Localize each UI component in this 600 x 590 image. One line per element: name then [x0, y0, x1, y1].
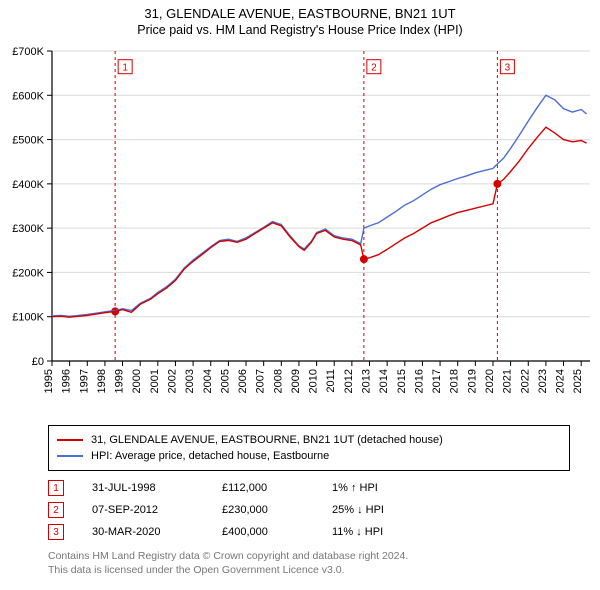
svg-text:2021: 2021 [502, 369, 514, 393]
svg-text:3: 3 [505, 63, 511, 74]
svg-text:2015: 2015 [396, 369, 408, 393]
sale-hpi: 11% ↓ HPI [332, 526, 452, 538]
svg-text:£100K: £100K [12, 312, 44, 324]
svg-text:2023: 2023 [537, 369, 549, 393]
svg-text:£300K: £300K [12, 223, 44, 235]
svg-text:£400K: £400K [12, 179, 44, 191]
svg-text:£500K: £500K [12, 135, 44, 147]
svg-text:2003: 2003 [184, 369, 196, 393]
line-chart: £0 £100K £200K £300K £400K £500K £600K £700K 199… [0, 41, 600, 421]
svg-text:2005: 2005 [219, 369, 231, 393]
svg-text:2000: 2000 [131, 369, 143, 393]
svg-text:2008: 2008 [272, 369, 284, 393]
svg-text:2009: 2009 [290, 369, 302, 393]
sale-marker: 3 [48, 524, 64, 540]
sales-row: 3 30-MAR-2020£400,00011% ↓ HPI [48, 521, 570, 543]
svg-text:2016: 2016 [413, 369, 425, 393]
footer-line-2: This data is licensed under the Open Gov… [48, 563, 570, 577]
sales-table: 1 31-JUL-1998£112,0001% ↑ HPI 2 07-SEP-2012… [48, 477, 570, 543]
svg-text:1995: 1995 [43, 369, 55, 393]
svg-text:2024: 2024 [555, 369, 567, 393]
svg-text:1: 1 [122, 63, 128, 74]
title-main: 31, GLENDALE AVENUE, EASTBOURNE, BN21 1U… [0, 6, 600, 21]
title-block: 31, GLENDALE AVENUE, EASTBOURNE, BN21 1U… [0, 0, 600, 41]
svg-text:2013: 2013 [361, 369, 373, 393]
chart-container: £0 £100K £200K £300K £400K £500K £600K £700K 199… [0, 41, 600, 421]
footer: Contains HM Land Registry data © Crown c… [48, 549, 570, 577]
svg-text:2007: 2007 [255, 369, 267, 393]
legend-label: HPI: Average price, detached house, East… [91, 450, 329, 462]
svg-text:2012: 2012 [343, 369, 355, 393]
footer-line-1: Contains HM Land Registry data © Crown c… [48, 549, 570, 563]
svg-text:2019: 2019 [466, 369, 478, 393]
svg-text:2020: 2020 [484, 369, 496, 393]
svg-text:2010: 2010 [308, 369, 320, 393]
sale-date: 07-SEP-2012 [92, 504, 222, 516]
svg-text:£0: £0 [32, 356, 44, 368]
legend: 31, GLENDALE AVENUE, EASTBOURNE, BN21 1U… [48, 425, 570, 471]
svg-text:1998: 1998 [96, 369, 108, 393]
sale-price: £230,000 [222, 504, 332, 516]
legend-label: 31, GLENDALE AVENUE, EASTBOURNE, BN21 1U… [91, 434, 443, 446]
title-sub: Price paid vs. HM Land Registry's House … [0, 23, 600, 37]
svg-text:2025: 2025 [572, 369, 584, 393]
svg-text:2017: 2017 [431, 369, 443, 393]
svg-text:2014: 2014 [378, 369, 390, 393]
sale-hpi: 25% ↓ HPI [332, 504, 452, 516]
sale-hpi: 1% ↑ HPI [332, 482, 452, 494]
svg-text:2006: 2006 [237, 369, 249, 393]
legend-swatch [57, 439, 83, 441]
sale-marker: 1 [48, 480, 64, 496]
svg-text:2002: 2002 [166, 369, 178, 393]
sales-row: 2 07-SEP-2012£230,00025% ↓ HPI [48, 499, 570, 521]
legend-item: HPI: Average price, detached house, East… [57, 448, 561, 464]
svg-text:2004: 2004 [202, 369, 214, 393]
legend-swatch [57, 455, 83, 457]
sale-price: £400,000 [222, 526, 332, 538]
sales-row: 1 31-JUL-1998£112,0001% ↑ HPI [48, 477, 570, 499]
svg-text:£600K: £600K [12, 90, 44, 102]
sale-date: 30-MAR-2020 [92, 526, 222, 538]
svg-text:2: 2 [371, 63, 377, 74]
legend-item: 31, GLENDALE AVENUE, EASTBOURNE, BN21 1U… [57, 432, 561, 448]
svg-text:2011: 2011 [325, 369, 337, 393]
svg-text:2018: 2018 [449, 369, 461, 393]
svg-text:1996: 1996 [61, 369, 73, 393]
sale-marker: 2 [48, 502, 64, 518]
svg-text:1997: 1997 [78, 369, 90, 393]
svg-text:1999: 1999 [114, 369, 126, 393]
svg-text:£200K: £200K [12, 267, 44, 279]
sale-price: £112,000 [222, 482, 332, 494]
svg-text:2001: 2001 [149, 369, 161, 393]
svg-text:£700K: £700K [12, 46, 44, 58]
svg-text:2022: 2022 [519, 369, 531, 393]
sale-date: 31-JUL-1998 [92, 482, 222, 494]
